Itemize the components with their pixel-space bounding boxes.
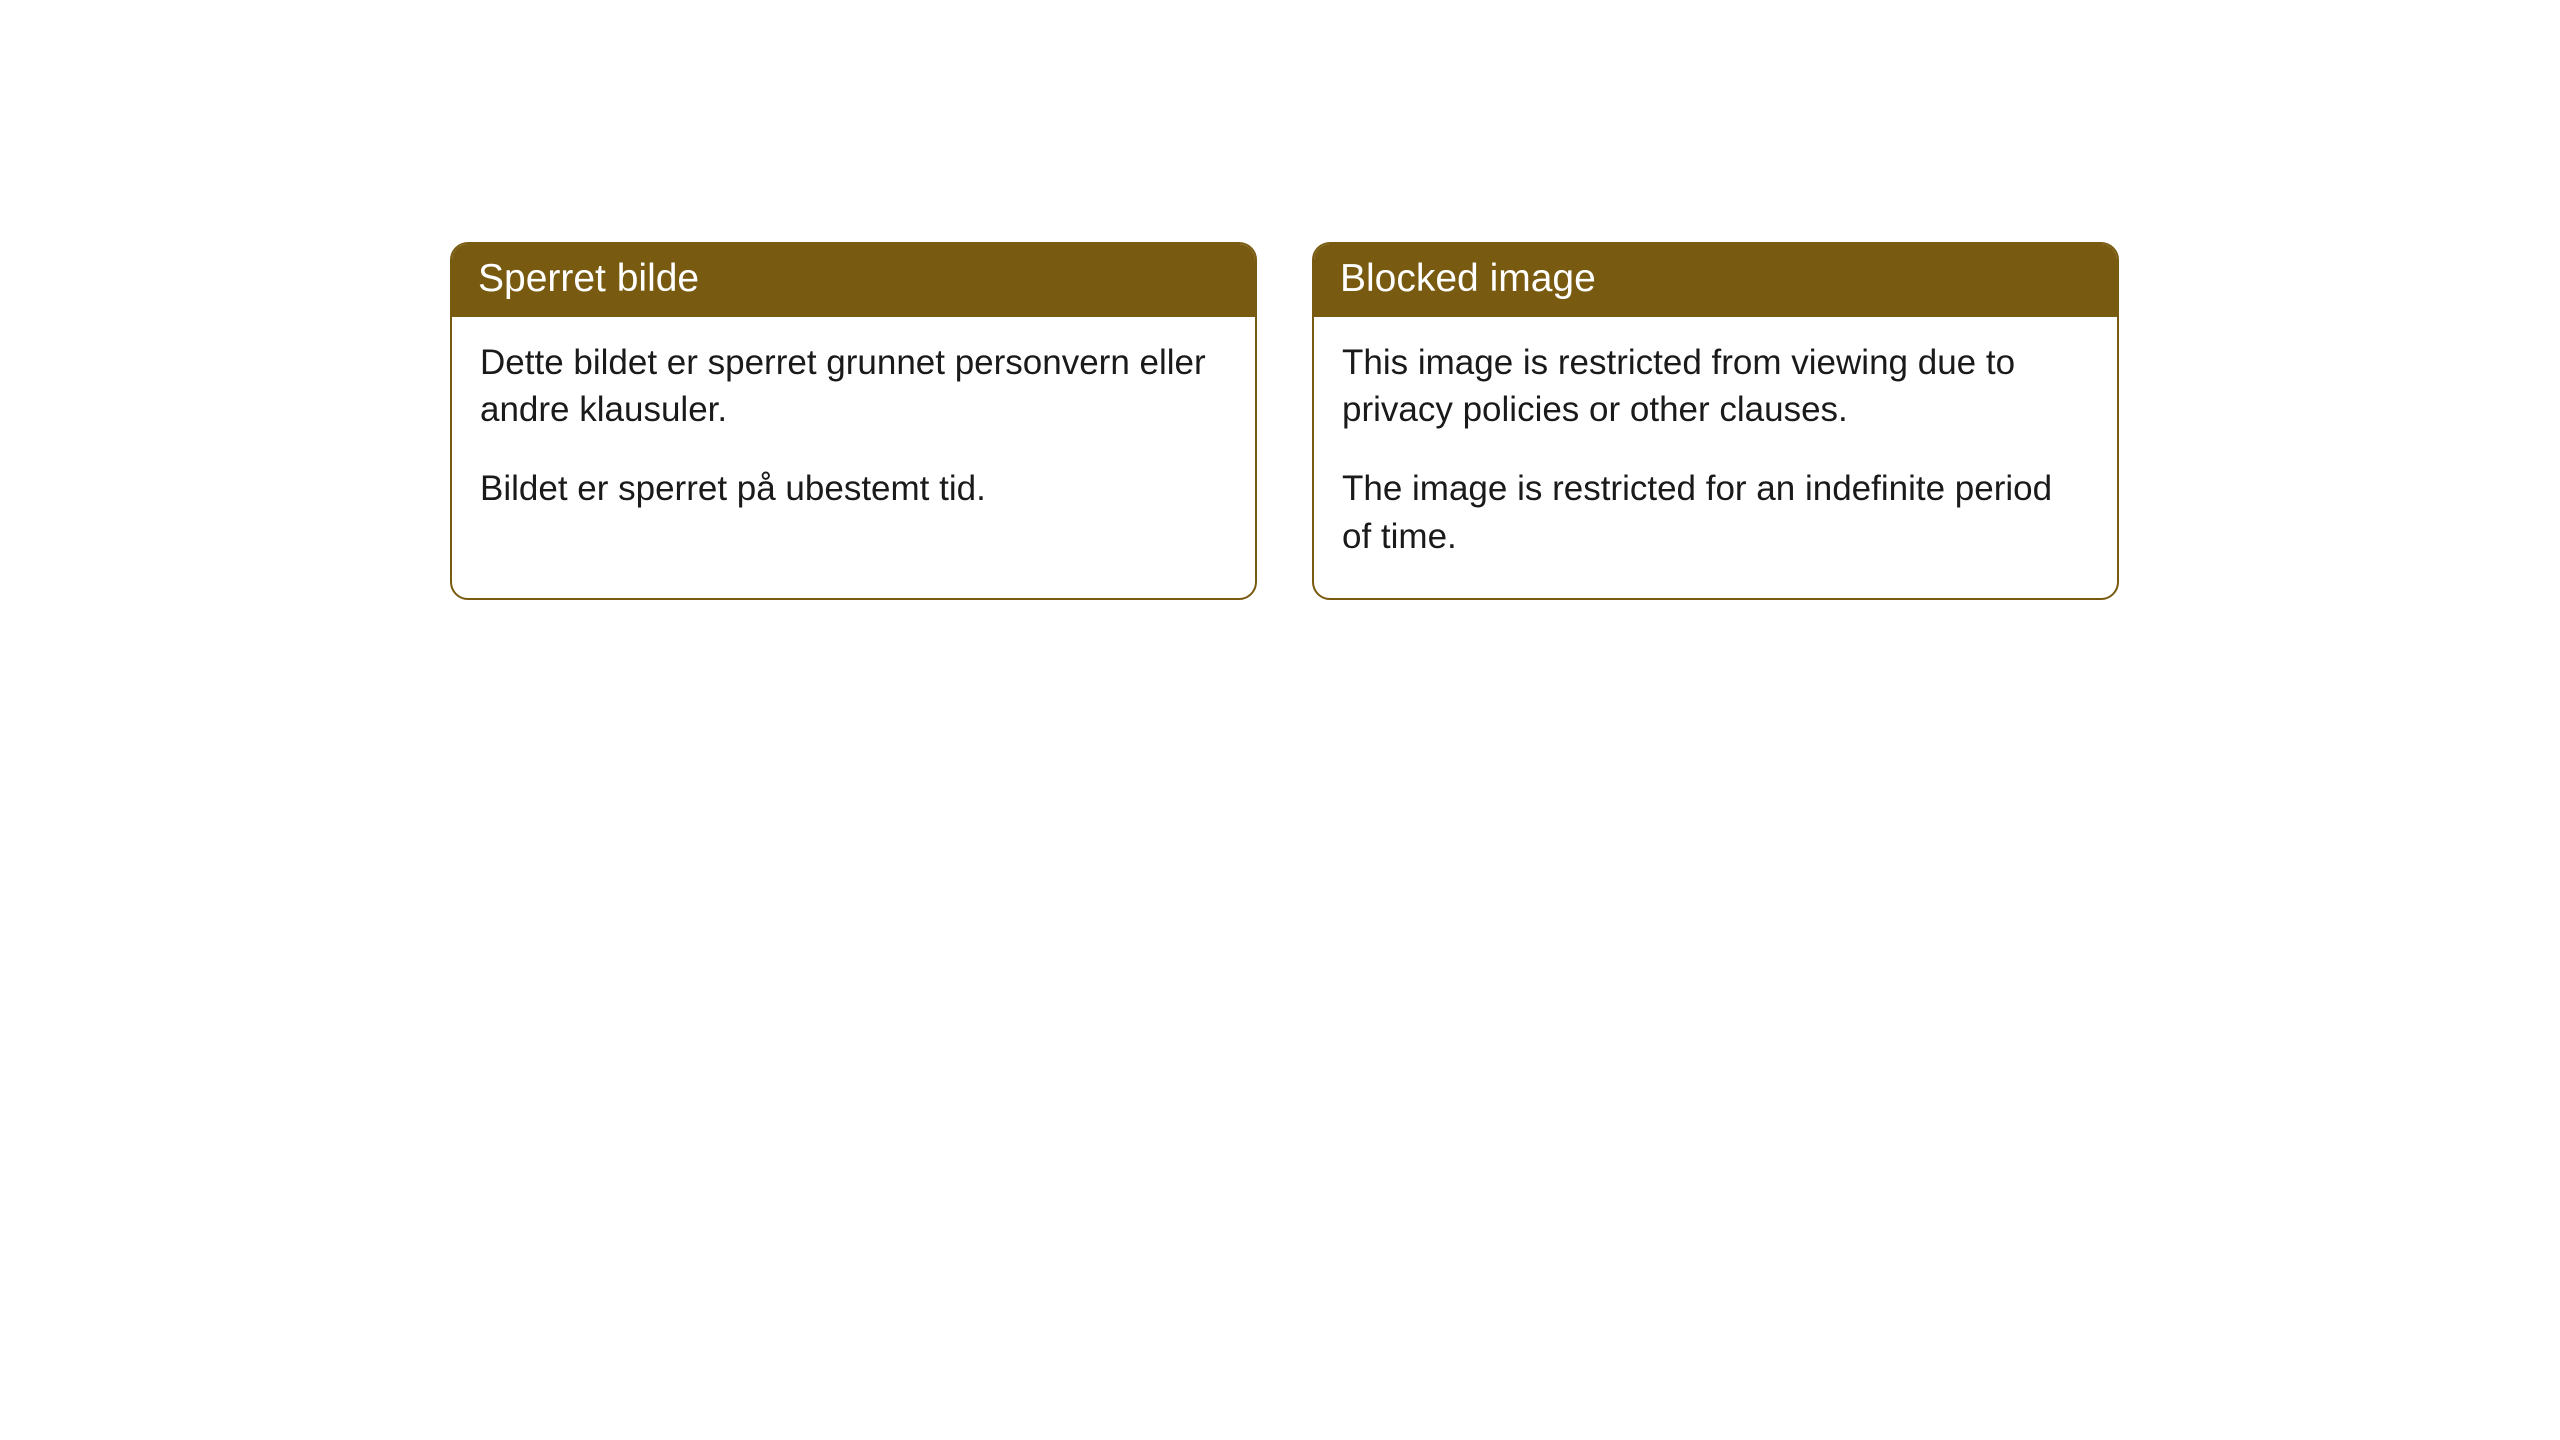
card-body: This image is restricted from viewing du… bbox=[1314, 317, 2117, 598]
card-body: Dette bildet er sperret grunnet personve… bbox=[452, 317, 1255, 551]
card-paragraph-2: Bildet er sperret på ubestemt tid. bbox=[480, 465, 1227, 512]
paragraph-spacer bbox=[480, 433, 1227, 465]
card-paragraph-1: Dette bildet er sperret grunnet personve… bbox=[480, 339, 1227, 434]
info-cards-container: Sperret bilde Dette bildet er sperret gr… bbox=[450, 242, 2119, 600]
paragraph-spacer bbox=[1342, 433, 2089, 465]
card-header: Sperret bilde bbox=[452, 244, 1255, 317]
blocked-image-card-no: Sperret bilde Dette bildet er sperret gr… bbox=[450, 242, 1257, 600]
card-paragraph-2: The image is restricted for an indefinit… bbox=[1342, 465, 2089, 560]
card-paragraph-1: This image is restricted from viewing du… bbox=[1342, 339, 2089, 434]
blocked-image-card-en: Blocked image This image is restricted f… bbox=[1312, 242, 2119, 600]
card-header: Blocked image bbox=[1314, 244, 2117, 317]
